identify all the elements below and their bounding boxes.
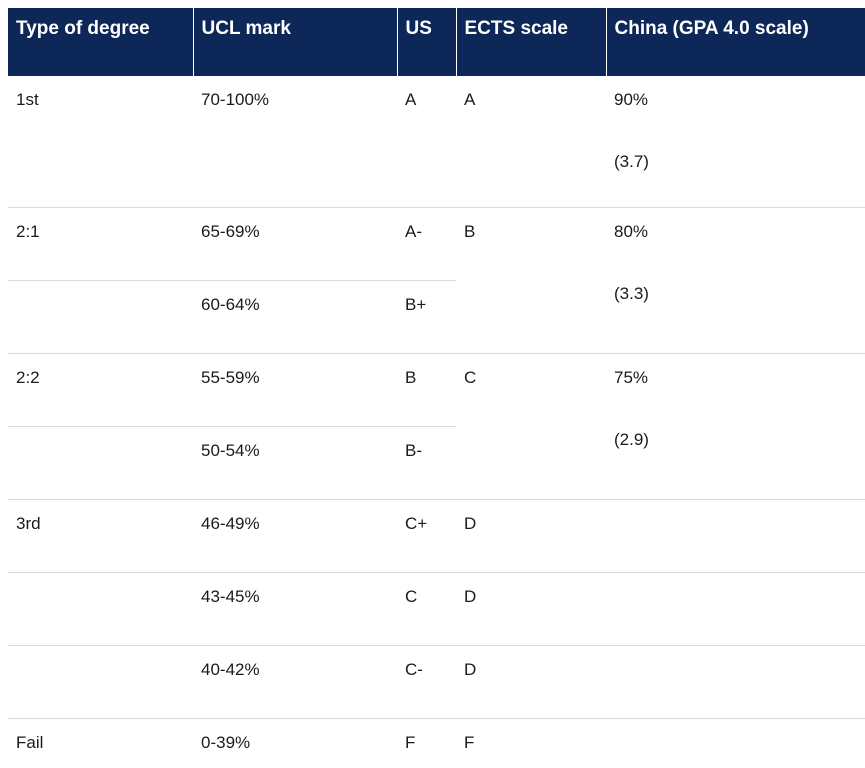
cell-china: 90% (3.7)	[606, 76, 865, 207]
cell-ects: D	[456, 644, 606, 718]
cell-ects: D	[456, 571, 606, 645]
china-gpa: (3.3)	[614, 283, 649, 303]
table-header-row: Type of degree UCL mark US ECTS scale Ch…	[8, 8, 865, 76]
cell-ucl-mark: 70-100%	[201, 90, 270, 109]
cell-ects: D	[456, 498, 606, 572]
cell-degree: 2:2	[8, 352, 193, 426]
cell-degree: 2:1	[8, 206, 193, 280]
cell-us: F	[397, 717, 456, 768]
cell-ucl-mark: 55-59%	[193, 352, 397, 426]
china-gpa: (3.7)	[614, 152, 649, 171]
cell-china: 75% (2.9)	[606, 352, 865, 499]
grade-conversion-table: Type of degree UCL mark US ECTS scale Ch…	[8, 8, 865, 768]
cell-ucl-mark: 65-69%	[193, 206, 397, 280]
table-row: Fail 0-39% F F	[8, 717, 865, 768]
cell-china	[606, 644, 865, 718]
cell-ucl-mark: 60-64%	[193, 279, 397, 353]
cell-ucl-mark: 40-42%	[193, 644, 397, 718]
cell-china	[606, 571, 865, 645]
table-row: 2:1 65-69% A- B 80% (3.3)	[8, 206, 865, 353]
cell-us: A	[405, 90, 417, 109]
header-us: US	[396, 8, 456, 76]
header-ucl-mark: UCL mark	[192, 8, 397, 76]
cell-degree	[8, 425, 193, 499]
table-row: 43-45% C D	[8, 571, 865, 645]
cell-us: B+	[397, 279, 456, 353]
china-gpa: (2.9)	[614, 429, 649, 449]
header-china-gpa: China (GPA 4.0 scale)	[605, 8, 865, 76]
table-row: 2:2 55-59% B C 75% (2.9)	[8, 352, 865, 499]
cell-us: A-	[397, 206, 456, 280]
china-percent: 90%	[614, 90, 649, 109]
cell-ucl-mark: 46-49%	[193, 498, 397, 572]
cell-ects: A	[464, 90, 476, 109]
cell-us: C-	[397, 644, 456, 718]
cell-ects: F	[456, 717, 606, 768]
china-percent: 80%	[614, 221, 649, 241]
table-row: 50-54% B-	[8, 425, 865, 499]
cell-degree: Fail	[8, 717, 193, 768]
cell-ucl-mark: 0-39%	[193, 717, 397, 768]
table-row: 60-64% B+	[8, 279, 865, 353]
cell-ucl-mark: 43-45%	[193, 571, 397, 645]
cell-china	[606, 498, 865, 572]
cell-degree: 3rd	[8, 498, 193, 572]
cell-degree	[8, 279, 193, 353]
cell-ucl-mark: 50-54%	[193, 425, 397, 499]
table-row: 40-42% C- D	[8, 644, 865, 718]
cell-china	[606, 717, 865, 768]
cell-degree	[8, 571, 193, 645]
cell-ects: B	[456, 206, 606, 353]
cell-us: C+	[397, 498, 456, 572]
table-row: 3rd 46-49% C+ D	[8, 498, 865, 572]
cell-us: C	[397, 571, 456, 645]
header-ects-scale: ECTS scale	[455, 8, 606, 76]
cell-us: B-	[397, 425, 456, 499]
cell-degree: 1st	[16, 90, 39, 109]
cell-china: 80% (3.3)	[606, 206, 865, 353]
table-row: 1st 70-100% A A 90% (3.7)	[8, 76, 865, 207]
cell-us: B	[397, 352, 456, 426]
china-percent: 75%	[614, 367, 649, 387]
cell-degree	[8, 644, 193, 718]
header-type-of-degree: Type of degree	[8, 8, 193, 76]
cell-ects: C	[456, 352, 606, 499]
